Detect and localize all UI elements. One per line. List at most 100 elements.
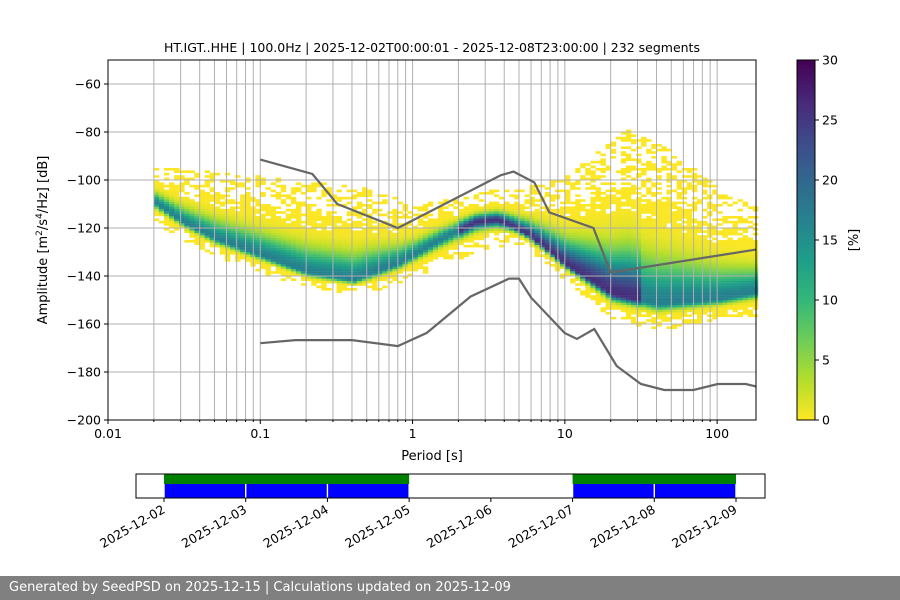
density-cell <box>549 252 556 255</box>
density-cell <box>697 307 703 310</box>
density-cell <box>625 252 632 255</box>
density-cell <box>595 204 601 207</box>
density-cell <box>240 240 246 243</box>
density-cell <box>169 204 175 207</box>
density-cell <box>702 300 708 303</box>
density-cell <box>661 266 667 269</box>
density-cell <box>666 240 672 243</box>
density-cell <box>742 268 749 272</box>
density-cell <box>164 194 170 197</box>
density-cell <box>722 268 728 272</box>
density-cell <box>641 276 647 279</box>
density-cell <box>296 271 302 274</box>
density-cell <box>661 261 667 265</box>
density-cell <box>529 211 535 214</box>
density-cell <box>671 230 677 233</box>
density-cell <box>570 216 576 219</box>
density-cell <box>204 208 210 212</box>
density-cell <box>524 240 530 243</box>
density-cell <box>463 213 469 217</box>
density-cell <box>615 232 622 236</box>
density-cell <box>732 249 738 253</box>
density-cell <box>372 242 378 245</box>
density-cell <box>636 252 642 255</box>
density-cell <box>702 297 708 301</box>
density-cell <box>316 268 322 272</box>
density-cell <box>580 175 586 178</box>
density-cell <box>321 192 327 195</box>
density-cell <box>321 194 327 197</box>
density-cell <box>686 268 693 272</box>
density-cell <box>382 268 388 272</box>
density-cell <box>356 232 363 236</box>
density-cell <box>326 256 332 260</box>
density-cell <box>199 208 205 212</box>
density-cell <box>631 235 637 238</box>
colorbar-segment <box>797 204 815 209</box>
density-cell <box>595 252 601 255</box>
density-cell <box>301 264 307 267</box>
density-cell <box>631 264 637 267</box>
density-cell <box>661 256 667 260</box>
density-cell <box>392 242 398 245</box>
density-cell <box>255 261 261 265</box>
density-cell <box>260 180 266 183</box>
density-cell <box>346 223 353 226</box>
density-cell <box>681 304 688 308</box>
density-cell <box>179 182 185 185</box>
density-cell <box>164 228 170 231</box>
density-cell <box>224 199 231 202</box>
density-cell <box>631 288 637 291</box>
density-cell <box>559 244 566 248</box>
density-cell <box>590 280 596 284</box>
density-cell <box>600 192 606 195</box>
density-cell <box>717 196 723 200</box>
density-cell <box>681 266 688 269</box>
density-cell <box>656 144 662 147</box>
density-cell <box>316 266 322 269</box>
density-cell <box>392 261 398 265</box>
density-cell <box>661 148 667 152</box>
density-cell <box>509 225 515 229</box>
density-cell <box>199 211 205 214</box>
density-cell <box>519 237 525 241</box>
density-cell <box>397 249 403 253</box>
density-cell <box>255 235 261 238</box>
density-cell <box>676 206 683 209</box>
density-cell <box>712 276 718 279</box>
density-cell <box>184 228 190 231</box>
density-cell <box>356 273 363 277</box>
density-cell <box>610 280 617 284</box>
density-cell <box>671 297 677 301</box>
density-cell <box>549 247 556 250</box>
density-cell <box>636 168 642 171</box>
density-cell <box>184 218 190 221</box>
colorbar-segment <box>797 372 815 377</box>
density-cell <box>656 168 662 171</box>
density-cell <box>392 218 398 221</box>
density-cell <box>280 252 287 255</box>
density-cell <box>727 266 733 269</box>
density-cell <box>356 276 363 279</box>
density-cell <box>443 206 449 209</box>
density-cell <box>605 237 611 241</box>
density-cell <box>625 271 632 274</box>
density-cell <box>230 199 236 202</box>
density-cell <box>372 244 378 248</box>
density-cell <box>565 228 571 231</box>
density-cell <box>686 292 693 296</box>
density-cell <box>255 244 261 248</box>
density-cell <box>255 216 261 219</box>
y-tick-label: −60 <box>75 77 101 92</box>
density-cell <box>372 285 378 289</box>
density-cell <box>585 283 591 286</box>
density-cell <box>697 268 703 272</box>
density-cell <box>296 240 302 243</box>
density-cell <box>631 304 637 308</box>
density-cell <box>488 211 495 214</box>
density-cell <box>362 189 368 193</box>
density-cell <box>727 256 733 260</box>
density-cell <box>702 276 708 279</box>
density-cell <box>666 220 672 224</box>
density-cell <box>174 192 180 195</box>
